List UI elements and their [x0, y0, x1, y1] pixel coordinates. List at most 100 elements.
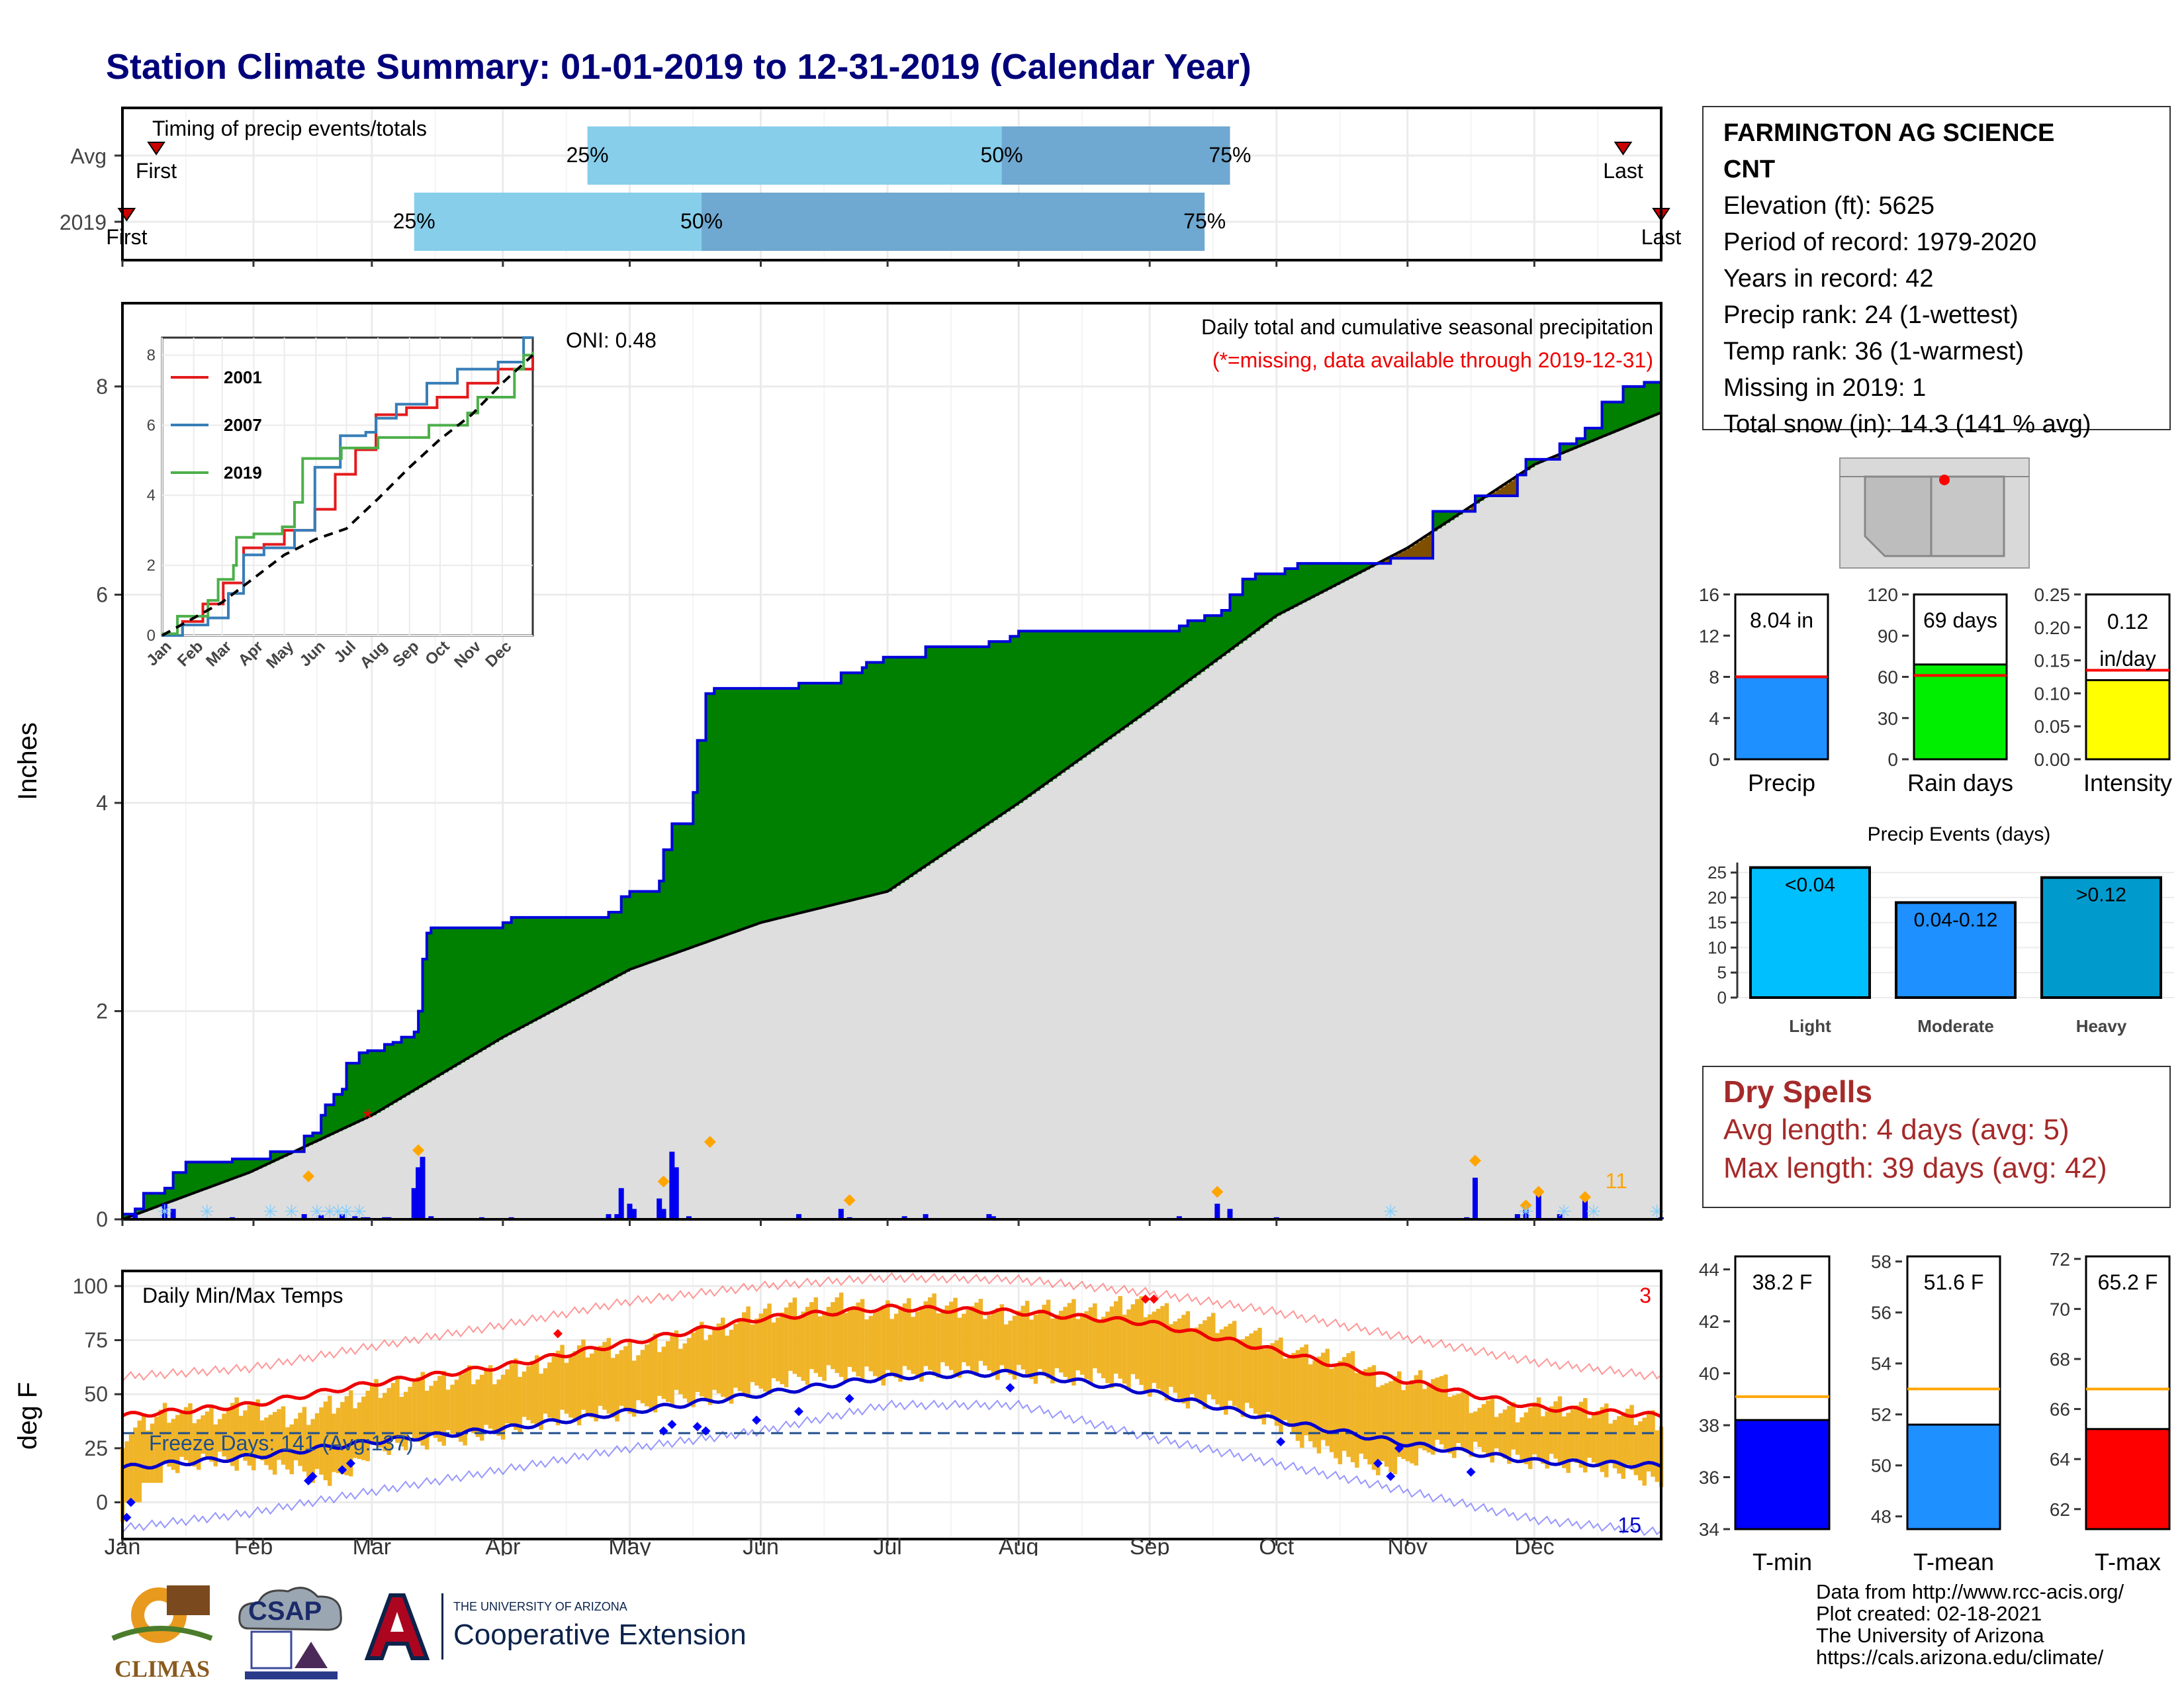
daily-temp-bar: [927, 1297, 933, 1370]
y-tick-label: 56: [1871, 1303, 1891, 1323]
surplus-band: [1200, 620, 1205, 672]
daily-precip-bar: [132, 1214, 138, 1219]
daily-temp-bar: [657, 1352, 662, 1396]
daily-temp-bar: [1304, 1344, 1308, 1436]
daily-temp-bar: [1329, 1368, 1334, 1452]
temp-ylabel: deg F: [13, 1382, 42, 1450]
daily-temp-bar: [817, 1316, 823, 1378]
daily-temp-bar: [1443, 1374, 1448, 1449]
surplus-band: [1065, 631, 1070, 770]
surplus-band: [718, 688, 723, 938]
surplus-band: [1044, 631, 1049, 785]
surplus-band: [913, 657, 918, 874]
surplus-band: [663, 849, 668, 958]
month-label: Aug: [999, 1534, 1039, 1556]
daily-temp-bar: [598, 1346, 603, 1406]
surplus-band: [1192, 620, 1197, 679]
normal-area: [122, 412, 1661, 1219]
surplus-band: [249, 1158, 254, 1173]
daily-temp-bar: [843, 1313, 848, 1382]
daily-temp-bar: [1270, 1343, 1275, 1419]
value-bar: [2085, 1428, 2171, 1530]
daily-temp-bar: [970, 1306, 975, 1371]
daily-temp-bar: [640, 1350, 645, 1403]
daily-temp-bar: [1515, 1422, 1520, 1455]
station-code: CNT: [1723, 156, 1776, 183]
daily-temp-bar: [1050, 1318, 1055, 1383]
surplus-band: [608, 912, 614, 981]
daily-temp-bar: [983, 1319, 987, 1366]
y-tick-label: 60: [1878, 667, 1898, 688]
daily-temp-bar: [902, 1303, 907, 1366]
surplus-band: [1221, 610, 1226, 657]
daily-temp-bar: [746, 1306, 751, 1399]
daily-temp-bar: [547, 1362, 552, 1418]
event-category-label: Heavy: [2076, 1016, 2127, 1036]
daily-precip-bar: [1582, 1198, 1588, 1219]
surplus-band: [955, 647, 960, 846]
surplus-band: [511, 917, 516, 1033]
surplus-band: [507, 922, 512, 1035]
daily-temp-bar: [1190, 1331, 1195, 1394]
surplus-band: [1010, 636, 1015, 809]
record-low-marker: [1386, 1472, 1396, 1481]
surplus-band: [959, 647, 964, 843]
daily-temp-bar: [776, 1317, 780, 1382]
surplus-band: [651, 891, 656, 962]
daily-temp-bar: [1553, 1401, 1558, 1459]
surplus-band: [536, 917, 541, 1019]
daily-temp-bar: [403, 1391, 408, 1450]
tmin-chart: 34 36 38 40 42 44 38.2 F T-min: [1699, 1255, 1835, 1575]
daily-temp-bar: [881, 1305, 886, 1386]
surplus-band: [1230, 594, 1235, 650]
station-years: Years in record: 42: [1723, 265, 1934, 293]
timing-last-marker: [1614, 142, 1633, 156]
daily-temp-bar: [1447, 1397, 1453, 1454]
surplus-band: [904, 657, 909, 880]
daily-temp-bar: [1283, 1358, 1288, 1421]
daily-temp-bar: [1058, 1311, 1064, 1373]
daily-temp-bar: [395, 1378, 400, 1443]
daily-temp-bar: [695, 1327, 700, 1392]
surplus-band: [334, 1094, 339, 1133]
daily-temp-bar: [192, 1423, 197, 1467]
daily-temp-bar: [839, 1292, 844, 1378]
surplus-band: [1263, 573, 1269, 625]
surplus-band: [756, 688, 762, 925]
month-label: Mar: [353, 1534, 392, 1556]
daily-temp-bar: [1384, 1383, 1389, 1467]
daily-temp-bar: [682, 1343, 688, 1399]
daily-temp-bar: [1371, 1365, 1377, 1470]
daily-temp-bar: [1578, 1401, 1584, 1468]
daily-temp-bar: [826, 1307, 831, 1366]
event-marker: [1520, 1199, 1532, 1211]
surplus-band: [414, 1031, 419, 1090]
daily-temp-bar: [868, 1315, 874, 1372]
daily-temp-bar: [1308, 1364, 1313, 1442]
inset-y-tick-label: 0: [147, 627, 156, 645]
daily-temp-bar: [704, 1340, 708, 1401]
surplus-band: [739, 688, 745, 931]
surplus-band: [405, 1037, 410, 1096]
daily-temp-bar: [944, 1305, 950, 1366]
daily-temp-bar: [128, 1434, 134, 1503]
daily-temp-bar: [665, 1341, 670, 1402]
bar-value-label: 51.6 F: [1924, 1270, 1984, 1294]
timing-first-label: First: [106, 225, 147, 249]
daily-temp-bar: [1527, 1407, 1533, 1470]
daily-temp-bar: [1312, 1360, 1317, 1448]
surplus-band: [203, 1162, 208, 1190]
y-tick-label: 0: [1888, 749, 1898, 770]
record-low-marker: [844, 1393, 854, 1403]
snow-day-icon: ✳: [1518, 1201, 1533, 1222]
surplus-band: [545, 917, 550, 1015]
record-low-marker: [794, 1407, 803, 1417]
surplus-band: [1141, 631, 1146, 716]
surplus-band: [1166, 631, 1171, 697]
daily-temp-bar: [572, 1351, 577, 1422]
daily-temp-bar: [361, 1396, 366, 1460]
tmin-record-line: [122, 1399, 1662, 1536]
surplus-band: [600, 917, 605, 986]
surplus-band: [1251, 579, 1256, 635]
